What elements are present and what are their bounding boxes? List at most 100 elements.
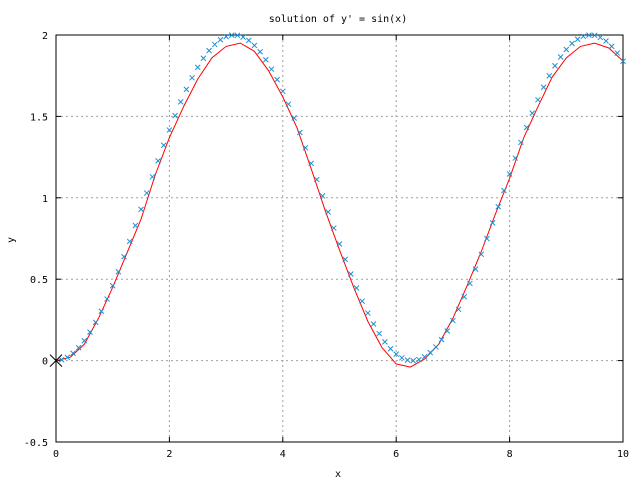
data-point bbox=[523, 124, 530, 131]
data-point bbox=[512, 155, 519, 161]
data-point bbox=[546, 73, 553, 79]
data-point bbox=[569, 40, 575, 47]
data-point bbox=[291, 115, 297, 121]
x-axis-label: x bbox=[335, 469, 341, 480]
data-point bbox=[240, 34, 246, 40]
data-point bbox=[557, 54, 564, 60]
grid bbox=[56, 35, 623, 442]
data-point bbox=[438, 336, 445, 343]
data-point bbox=[160, 142, 167, 149]
data-point bbox=[410, 357, 417, 364]
data-point bbox=[172, 112, 178, 119]
data-point bbox=[262, 56, 269, 63]
data-point bbox=[121, 253, 127, 260]
data-point bbox=[427, 349, 434, 356]
data-point bbox=[461, 293, 468, 300]
data-point bbox=[467, 280, 473, 287]
data-point bbox=[75, 344, 82, 351]
data-point bbox=[535, 96, 541, 103]
data-point bbox=[138, 206, 144, 213]
data-point bbox=[552, 62, 558, 69]
data-point bbox=[109, 282, 116, 289]
y-tick-label: 1.5 bbox=[30, 112, 48, 123]
data-point bbox=[115, 268, 122, 275]
data-point bbox=[591, 32, 598, 39]
data-point bbox=[450, 317, 456, 324]
data-point bbox=[228, 32, 235, 39]
initial-point-marker bbox=[49, 354, 63, 367]
series-line bbox=[55, 42, 624, 368]
data-point bbox=[330, 225, 337, 231]
data-point bbox=[257, 48, 263, 55]
y-tick-label: 1 bbox=[42, 194, 48, 205]
x-tick-label: 2 bbox=[166, 449, 172, 460]
plot-frame bbox=[55, 34, 624, 443]
data-point bbox=[603, 38, 609, 44]
data-point bbox=[506, 171, 513, 177]
axis-ticks: 0 2 4 6 8 10 -0.5 0 0.5 1 1.5 2 bbox=[24, 31, 629, 460]
data-point bbox=[359, 298, 366, 305]
data-point bbox=[370, 321, 377, 327]
data-point bbox=[285, 101, 292, 108]
data-point bbox=[387, 345, 394, 352]
data-point bbox=[444, 328, 451, 334]
data-point bbox=[70, 350, 76, 357]
data-point bbox=[104, 296, 110, 302]
data-point bbox=[614, 50, 621, 56]
data-point bbox=[58, 356, 65, 363]
data-point bbox=[132, 222, 139, 229]
data-point bbox=[364, 310, 371, 316]
data-point bbox=[149, 173, 156, 180]
data-point bbox=[279, 88, 286, 95]
data-point bbox=[393, 351, 400, 357]
data-point bbox=[489, 220, 496, 226]
y-tick-label: 0.5 bbox=[30, 275, 48, 286]
data-point bbox=[64, 354, 71, 361]
data-point bbox=[540, 84, 547, 91]
data-point bbox=[98, 308, 105, 315]
data-point bbox=[416, 356, 422, 363]
data-point bbox=[87, 329, 93, 335]
data-point bbox=[484, 235, 490, 242]
data-point bbox=[296, 129, 303, 136]
data-point bbox=[336, 241, 343, 247]
y-tick-label: 2 bbox=[42, 31, 48, 42]
x-tick-label: 10 bbox=[617, 449, 629, 460]
data-point bbox=[200, 55, 207, 62]
data-point bbox=[421, 354, 428, 360]
data-point bbox=[495, 203, 502, 210]
data-point bbox=[206, 47, 212, 54]
data-point bbox=[347, 271, 354, 277]
data-point bbox=[382, 339, 388, 345]
data-point bbox=[223, 33, 229, 40]
data-point bbox=[620, 58, 626, 65]
data-point bbox=[319, 192, 326, 199]
x-tick-label: 6 bbox=[393, 449, 399, 460]
data-point bbox=[580, 33, 587, 40]
data-point bbox=[574, 36, 581, 43]
data-point bbox=[376, 330, 383, 337]
data-point bbox=[126, 238, 133, 245]
data-point bbox=[217, 36, 224, 43]
data-point bbox=[92, 319, 99, 326]
data-point bbox=[166, 127, 173, 133]
data-point bbox=[399, 354, 405, 361]
x-tick-label: 0 bbox=[53, 449, 59, 460]
data-point bbox=[183, 86, 190, 93]
data-point bbox=[501, 187, 507, 194]
y-tick-label: 0 bbox=[42, 357, 48, 368]
data-point bbox=[251, 42, 258, 49]
series-line-layer bbox=[55, 42, 624, 368]
series-marker-layer bbox=[49, 32, 626, 367]
data-point bbox=[518, 139, 524, 146]
data-point bbox=[268, 66, 275, 73]
x-tick-label: 8 bbox=[507, 449, 513, 460]
data-point bbox=[342, 256, 349, 263]
data-point bbox=[194, 64, 201, 71]
data-point bbox=[155, 157, 161, 164]
y-axis-label: y bbox=[6, 237, 17, 243]
data-point bbox=[211, 41, 218, 48]
data-point bbox=[529, 110, 536, 116]
data-point bbox=[404, 357, 411, 363]
